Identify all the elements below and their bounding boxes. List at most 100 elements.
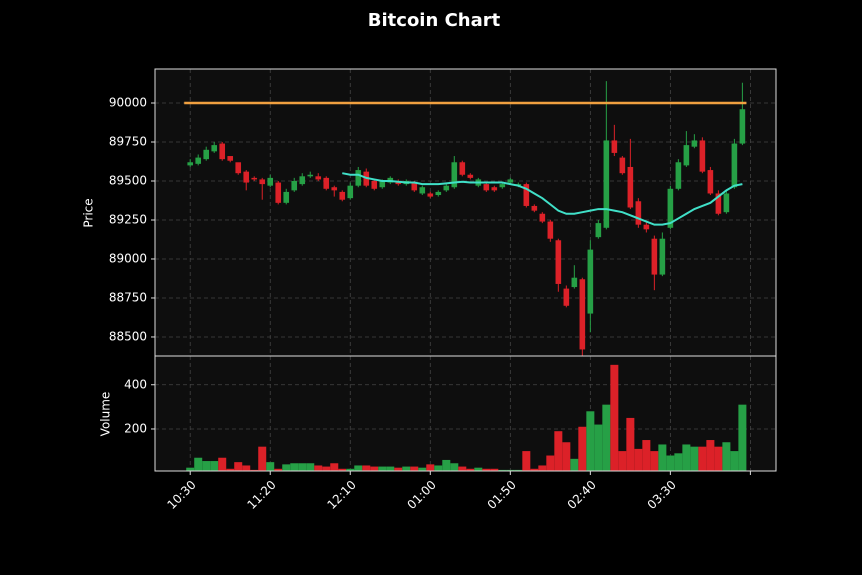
- candle-body: [651, 238, 658, 275]
- candle-body: [627, 166, 634, 208]
- candle-body: [355, 170, 362, 186]
- candle-body: [379, 180, 386, 188]
- volume-bar: [562, 442, 571, 471]
- candle-body: [299, 176, 306, 185]
- y-tick-label: 200: [124, 421, 147, 435]
- volume-bar: [282, 464, 291, 471]
- candle-body: [499, 184, 506, 188]
- volume-bar: [554, 431, 563, 471]
- volume-bar: [378, 466, 387, 471]
- candle-body: [251, 177, 258, 180]
- volume-bar: [394, 467, 403, 471]
- volume-bar: [250, 469, 259, 471]
- candle-body: [443, 185, 450, 191]
- volume-bar: [402, 466, 411, 471]
- candle-body: [307, 174, 314, 177]
- candle-body: [195, 157, 202, 164]
- volume-bar: [634, 448, 643, 471]
- volume-bar: [306, 463, 315, 471]
- candle-body: [291, 180, 298, 191]
- candle-body: [411, 182, 418, 191]
- volume-bar: [698, 446, 707, 471]
- volume-bar: [530, 468, 539, 471]
- volume-bar: [362, 465, 371, 471]
- candle-body: [683, 145, 690, 166]
- candle-body: [587, 249, 594, 314]
- volume-bar: [370, 466, 379, 471]
- candle-body: [419, 187, 426, 194]
- volume-bar: [602, 404, 611, 471]
- candle-body: [715, 193, 722, 214]
- candle-body: [635, 201, 642, 225]
- candle-body: [523, 184, 530, 206]
- volume-bar: [482, 468, 491, 471]
- candle-body: [611, 140, 618, 153]
- candle-body: [707, 170, 714, 194]
- candle-body: [699, 140, 706, 172]
- volume-bar: [706, 440, 715, 471]
- candle-body: [595, 223, 602, 238]
- volume-bar: [522, 451, 531, 471]
- volume-bar: [642, 440, 651, 471]
- volume-bar: [610, 364, 619, 471]
- candle-body: [275, 182, 282, 203]
- candle-body: [243, 171, 250, 183]
- y-tick-label: 88500: [109, 329, 147, 343]
- volume-bar: [666, 455, 675, 471]
- volume-bar: [258, 446, 267, 471]
- candle-body: [483, 184, 490, 191]
- volume-bar: [322, 466, 331, 471]
- volume-bar: [186, 467, 195, 471]
- volume-bar: [650, 451, 659, 471]
- candle-body: [267, 177, 274, 186]
- candle-body: [259, 179, 266, 185]
- volume-bar: [738, 404, 747, 471]
- volume-bar: [506, 469, 515, 471]
- candle-body: [539, 213, 546, 222]
- candle-body: [451, 162, 458, 188]
- volume-bar: [386, 466, 395, 471]
- candle-body: [219, 143, 226, 160]
- volume-bar: [218, 457, 227, 471]
- volume-bar: [490, 468, 499, 471]
- candle-body: [643, 224, 650, 230]
- candle-body: [675, 162, 682, 189]
- candle-body: [235, 162, 242, 174]
- volume-bar: [570, 458, 579, 471]
- volume-bar: [226, 468, 235, 471]
- volume-bar: [458, 466, 467, 471]
- volume-bar: [266, 462, 275, 471]
- volume-bar: [714, 446, 723, 471]
- y-tick-label: 89250: [109, 212, 147, 226]
- volume-bar: [594, 424, 603, 471]
- candle-body: [371, 180, 378, 189]
- candle-body: [731, 143, 738, 188]
- y-tick-label: 89750: [109, 134, 147, 148]
- candle-body: [667, 188, 674, 228]
- candle-body: [619, 157, 626, 174]
- volume-bar: [194, 457, 203, 471]
- volume-bar: [498, 469, 507, 471]
- candle-body: [739, 109, 746, 144]
- candle-body: [723, 193, 730, 213]
- candle-body: [459, 162, 466, 175]
- candle-body: [467, 174, 474, 178]
- volume-bar: [474, 467, 483, 471]
- volume-bar: [546, 455, 555, 471]
- volume-bar: [354, 465, 363, 471]
- candle-body: [283, 191, 290, 203]
- candle-body: [571, 277, 578, 288]
- volume-axis-label: Volume: [99, 392, 113, 437]
- candle-body: [507, 179, 514, 183]
- candle-body: [555, 240, 562, 284]
- volume-bar: [586, 411, 595, 471]
- volume-bar: [690, 446, 699, 471]
- candle-body: [211, 145, 218, 152]
- candle-body: [187, 162, 194, 166]
- candle-body: [531, 205, 538, 211]
- volume-bar: [730, 451, 739, 471]
- candle-body: [579, 279, 586, 350]
- y-tick-label: 90000: [109, 96, 147, 110]
